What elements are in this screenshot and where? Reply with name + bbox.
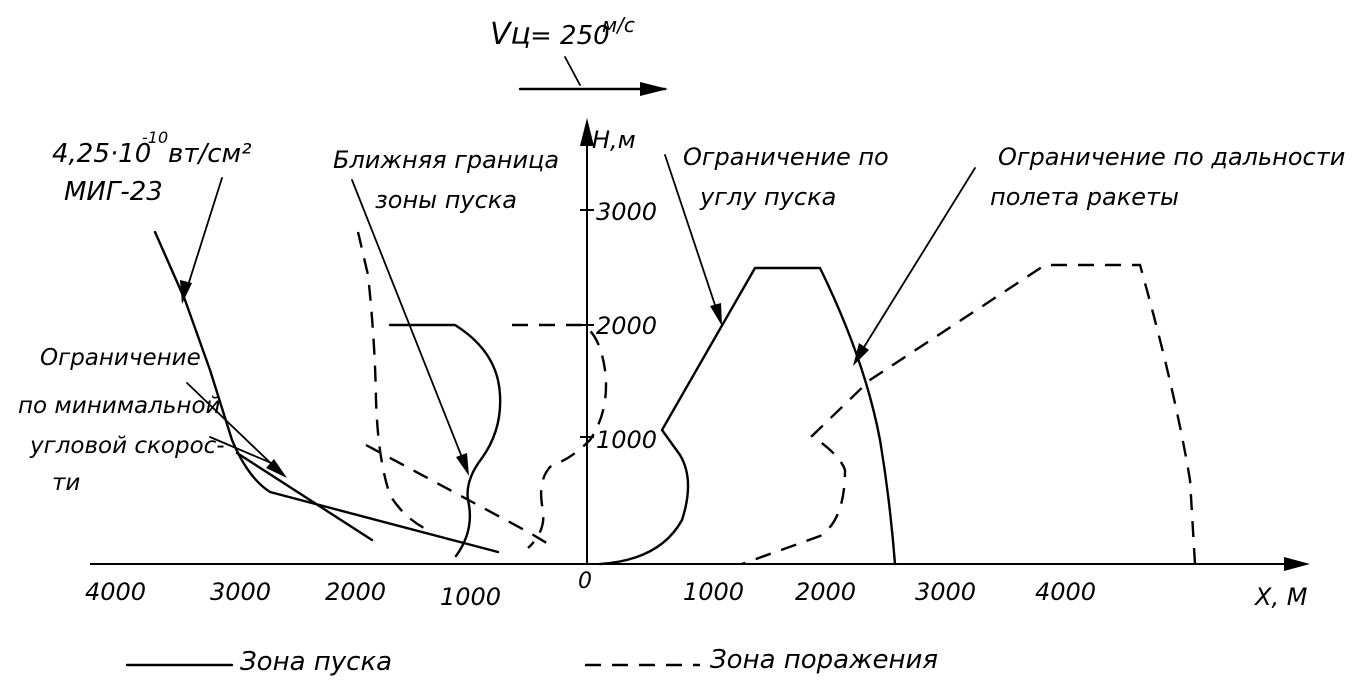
velocity-value: = 250: [530, 21, 610, 51]
near-boundary-annotation: Ближняя граница зоны пуска: [333, 146, 559, 214]
svg-text:Ограничение по: Ограничение по: [683, 143, 889, 171]
x-tick-right-4000: 4000: [1035, 578, 1096, 606]
y-axis: [580, 118, 594, 564]
velocity-label: Vц = 250 м/с: [490, 13, 635, 52]
kill-zone-curves: [356, 231, 1197, 566]
x-tick-right-2000: 2000: [795, 578, 856, 606]
range-limit-annotation: Ограничение по дальности полета ракеты: [990, 143, 1345, 211]
x-tick-right-3000: 3000: [915, 578, 976, 606]
y-tick-3000: 3000: [596, 198, 657, 226]
origin-label: 0: [578, 569, 592, 594]
irradiance-label: 4,25·10 -10 вт/см²: [52, 128, 252, 169]
svg-text:угловой скорос-: угловой скорос-: [29, 433, 225, 459]
x-axis: [90, 557, 1310, 571]
min-angular-rate-annotation: Ограничение по минимальной угловой скоро…: [18, 345, 225, 496]
irradiance-unit: вт/см²: [168, 139, 252, 169]
x-tick-right-1000: 1000: [683, 578, 744, 606]
svg-text:полета ракеты: полета ракеты: [990, 183, 1179, 211]
launch-zone-curves: [153, 230, 897, 566]
legend-solid-label: Зона пуска: [240, 647, 392, 677]
x-tick-left-1000: 1000: [440, 583, 501, 611]
y-tick-1000: 1000: [596, 426, 657, 454]
svg-text:Ближняя граница: Ближняя граница: [333, 146, 559, 174]
svg-text:зоны пуска: зоны пуска: [375, 186, 517, 214]
irradiance-value: 4,25·10: [52, 139, 151, 169]
svg-text:по минимальной: по минимальной: [18, 393, 221, 419]
svg-text:ти: ти: [52, 470, 80, 496]
angle-limit-annotation: Ограничение по углу пуска: [683, 143, 889, 211]
svg-text:углу пуска: углу пуска: [699, 183, 836, 211]
aircraft-label: МИГ-23: [64, 177, 163, 207]
irradiance-exponent: -10: [142, 128, 168, 147]
y-tick-2000: 2000: [596, 312, 657, 340]
svg-text:Ограничение: Ограничение: [40, 345, 201, 371]
x-tick-left-3000: 3000: [210, 578, 271, 606]
x-tick-left-2000: 2000: [325, 578, 386, 606]
pointer-arrows: [180, 154, 976, 478]
y-axis-label: Н,м: [592, 126, 636, 154]
x-tick-left-4000: 4000: [85, 578, 146, 606]
velocity-unit: м/с: [602, 13, 635, 37]
velocity-arrow: [518, 56, 668, 96]
velocity-symbol: Vц: [490, 17, 531, 52]
legend-dashed-label: Зона поражения: [710, 645, 938, 675]
svg-text:Ограничение по дальности: Ограничение по дальности: [998, 143, 1345, 171]
legend: Зона пуска Зона поражения: [125, 645, 938, 677]
x-axis-label: Х, М: [1253, 583, 1308, 611]
